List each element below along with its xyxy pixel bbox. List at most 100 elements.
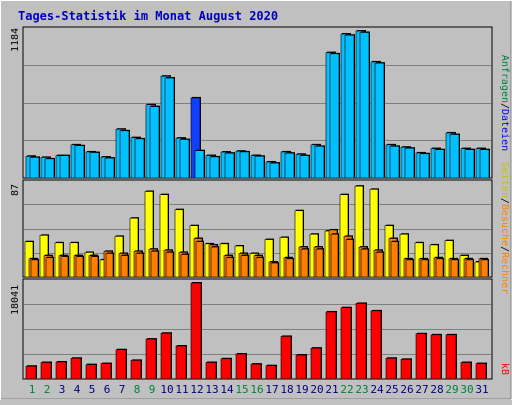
x-tick-label: 23 bbox=[355, 383, 368, 396]
bar-rechner bbox=[270, 262, 279, 278]
x-tick-label: 16 bbox=[250, 383, 263, 396]
bar-rechner bbox=[405, 259, 414, 278]
bar-dateien bbox=[149, 106, 160, 179]
bar-dateien bbox=[44, 158, 55, 179]
bar-rechner bbox=[180, 254, 189, 278]
bar-rechner bbox=[105, 253, 114, 278]
bar-dateien bbox=[374, 62, 385, 179]
legend-anfragen: Anfragen bbox=[499, 55, 510, 103]
x-tick-label: 21 bbox=[325, 383, 338, 396]
bar-dateien bbox=[329, 53, 340, 179]
bar-kb bbox=[175, 345, 187, 380]
bar-dateien bbox=[119, 130, 130, 179]
bar-dateien bbox=[344, 34, 355, 179]
bar-kb bbox=[115, 349, 127, 380]
bar-rechner bbox=[165, 252, 174, 278]
x-tick-label: 10 bbox=[160, 383, 173, 396]
bar-kb bbox=[250, 363, 262, 380]
bar-rechner bbox=[330, 233, 339, 278]
legend-separator: / bbox=[499, 103, 510, 109]
bar-kb bbox=[355, 303, 367, 380]
bar-kb bbox=[385, 357, 397, 380]
bar-rechner bbox=[135, 253, 144, 278]
bar-kb bbox=[85, 364, 97, 380]
bar-kb bbox=[160, 332, 172, 380]
bar-rechner bbox=[420, 259, 429, 278]
bar-rechner bbox=[255, 257, 264, 278]
bar-rechner bbox=[240, 255, 249, 278]
bar-rechner bbox=[45, 257, 54, 278]
bar-kb bbox=[460, 362, 472, 380]
bar-rechner bbox=[465, 259, 474, 278]
bar-dateien bbox=[209, 156, 220, 179]
legend-besuche: Besuche bbox=[499, 204, 510, 246]
bar-kb bbox=[100, 363, 112, 380]
bar-kb bbox=[340, 307, 352, 380]
bar-rechner bbox=[345, 239, 354, 278]
legend-top: Anfragen/Dateien bbox=[499, 55, 510, 151]
bar-kb bbox=[220, 358, 232, 380]
bar-rechner bbox=[225, 257, 234, 278]
bar-dateien bbox=[29, 157, 40, 179]
legend-rechner: Rechner bbox=[499, 252, 510, 294]
bar-kb bbox=[130, 360, 142, 380]
bar-rechner bbox=[285, 258, 294, 278]
bar-rechner bbox=[375, 252, 384, 278]
x-tick-label: 3 bbox=[59, 383, 66, 396]
bar-kb bbox=[415, 333, 427, 380]
bar-dateien bbox=[464, 149, 475, 179]
bar-dateien bbox=[164, 77, 175, 179]
bar-dateien bbox=[389, 146, 400, 179]
bar-kb bbox=[445, 334, 457, 380]
legend-middle: Seiten/Besuche/Rechner bbox=[499, 162, 510, 295]
bar-rechner bbox=[360, 248, 369, 278]
bar-kb bbox=[310, 347, 322, 380]
x-tick-label: 29 bbox=[445, 383, 458, 396]
bar-kb bbox=[370, 310, 382, 380]
x-tick-label: 4 bbox=[74, 383, 81, 396]
bar-kb bbox=[40, 362, 52, 380]
x-tick-label: 25 bbox=[385, 383, 398, 396]
x-tick-label: 27 bbox=[415, 383, 428, 396]
x-tick-label: 19 bbox=[295, 383, 308, 396]
bar-dateien bbox=[479, 149, 490, 179]
bar-rechner bbox=[120, 255, 129, 278]
bar-rechner bbox=[150, 251, 159, 278]
bar-rechner bbox=[480, 259, 489, 278]
x-tick-label: 7 bbox=[119, 383, 126, 396]
x-tick-label: 12 bbox=[190, 383, 203, 396]
legend-dateien: Dateien bbox=[499, 109, 510, 151]
bar-kb bbox=[235, 353, 247, 380]
bar-rechner bbox=[30, 259, 39, 278]
bar-kb bbox=[400, 359, 412, 380]
x-tick-label: 1 bbox=[29, 383, 36, 396]
bar-dateien bbox=[299, 155, 310, 179]
bar-kb bbox=[190, 282, 202, 380]
bar-rechner bbox=[60, 256, 69, 278]
x-tick-label: 17 bbox=[265, 383, 278, 396]
bar-rechner bbox=[300, 248, 309, 278]
bar-dateien bbox=[284, 152, 295, 179]
bar-kb bbox=[325, 311, 337, 380]
bar-kb bbox=[430, 334, 442, 380]
bar-dateien bbox=[404, 147, 415, 179]
panel-top-max-label: 1184 bbox=[10, 28, 21, 52]
bar-dateien bbox=[314, 146, 325, 179]
bar-dateien bbox=[59, 155, 70, 179]
legend-separator: / bbox=[499, 198, 510, 204]
x-tick-label: 11 bbox=[175, 383, 188, 396]
bar-rechner bbox=[210, 246, 219, 278]
x-tick-label: 31 bbox=[475, 383, 488, 396]
x-tick-label: 14 bbox=[220, 383, 234, 396]
bar-kb bbox=[205, 362, 217, 380]
bar-dateien bbox=[74, 145, 85, 179]
x-tick-label: 5 bbox=[89, 383, 96, 396]
bar-kb bbox=[475, 363, 487, 380]
bar-rechner bbox=[390, 241, 399, 278]
legend-bottom: kB bbox=[499, 363, 510, 375]
x-tick-label: 9 bbox=[149, 383, 156, 396]
bar-dateien bbox=[194, 150, 205, 179]
bar-dateien bbox=[104, 157, 115, 179]
